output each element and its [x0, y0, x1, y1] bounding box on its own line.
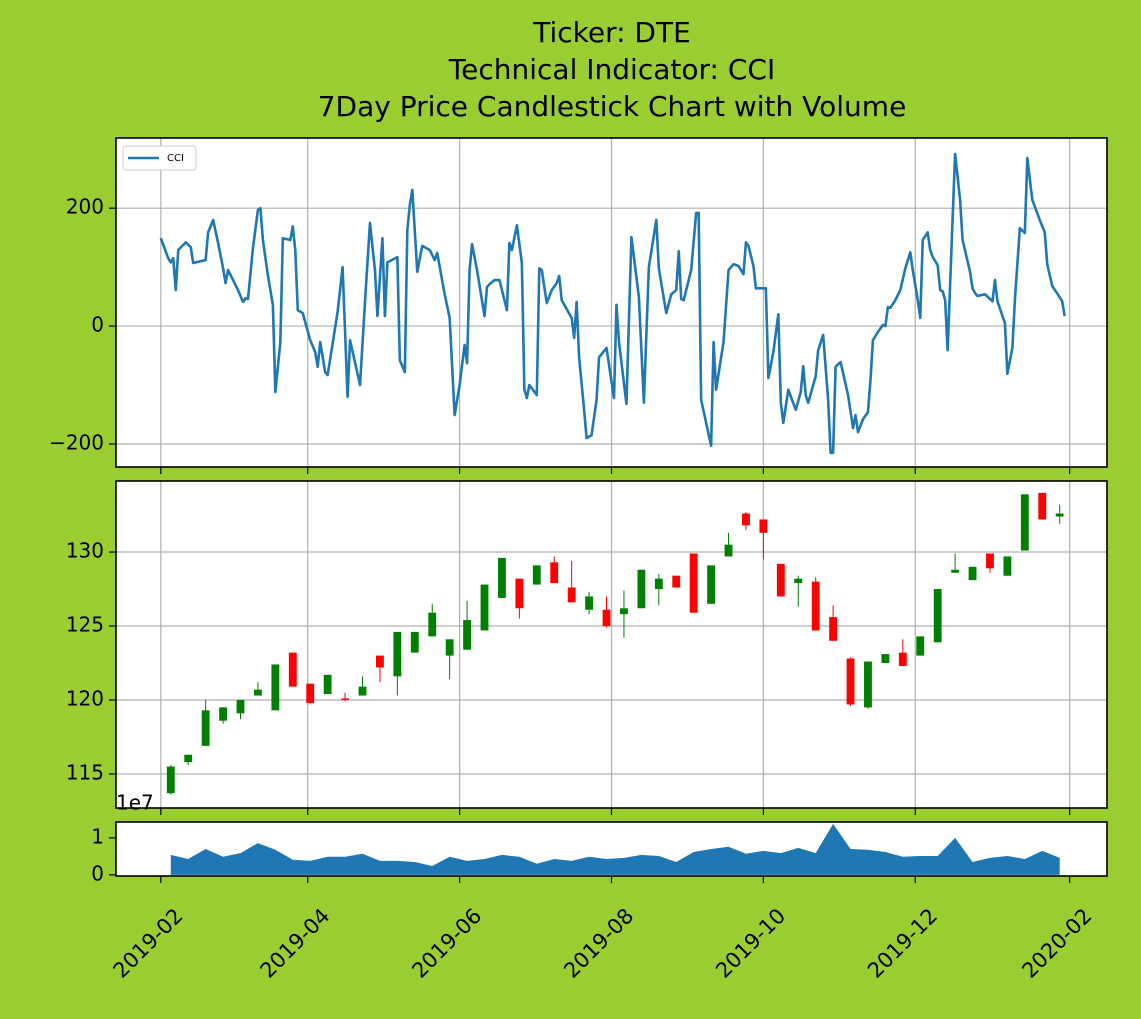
- candle-body: [219, 707, 227, 721]
- candle-body: [376, 655, 384, 668]
- offset-label: 1e7: [116, 791, 154, 815]
- candle-body: [811, 581, 820, 631]
- plot-frame: [115, 821, 1108, 877]
- x-tick-label: 2019-04: [256, 904, 335, 983]
- candle-body: [794, 578, 803, 584]
- y-tick-label: 125: [66, 613, 104, 637]
- x-tick-label: 2019-08: [559, 904, 638, 983]
- candle-body: [445, 639, 454, 656]
- y-tick-label: 115: [66, 760, 104, 784]
- y-tick-label: 0: [91, 313, 104, 337]
- candle-body: [707, 565, 716, 604]
- x-tick-label: 2019-06: [407, 904, 486, 983]
- candle-body: [637, 569, 646, 609]
- candle-body: [602, 609, 611, 627]
- candle-body: [881, 654, 890, 663]
- candle-body: [1038, 492, 1047, 520]
- candle-body: [271, 664, 280, 711]
- candle-body: [1003, 556, 1012, 576]
- candle-body: [428, 612, 437, 637]
- legend-box: [122, 145, 197, 171]
- candle-body: [585, 596, 594, 610]
- candle-body: [951, 569, 960, 573]
- candle-body: [968, 566, 977, 581]
- candle-body: [166, 766, 175, 794]
- candle-body: [323, 674, 332, 695]
- candle-body: [1055, 513, 1064, 517]
- candle-body: [933, 589, 942, 643]
- candle-body: [846, 658, 855, 705]
- plot-frame: [115, 137, 1108, 468]
- candle-body: [829, 617, 838, 641]
- candle-body: [288, 652, 297, 687]
- candle-body: [654, 578, 663, 590]
- candle-body: [463, 620, 472, 650]
- cci-line: [159, 152, 1066, 455]
- candle-body: [898, 652, 907, 666]
- y-tick-label: 1: [91, 824, 104, 848]
- y-tick-label: −200: [49, 431, 104, 455]
- candle-body: [567, 587, 576, 603]
- candle-body: [759, 519, 768, 533]
- candle-body: [742, 513, 750, 526]
- candle-body: [498, 557, 506, 598]
- candle-body: [620, 608, 628, 615]
- plot-frame: [115, 480, 1108, 809]
- candle-body: [776, 563, 785, 597]
- candle-body: [724, 544, 733, 557]
- candle-body: [341, 698, 349, 701]
- x-tick-label: 2019-12: [863, 904, 942, 983]
- legend-label: CCI: [167, 153, 184, 164]
- candle-body: [358, 686, 367, 696]
- candle-body: [689, 553, 698, 613]
- candle-body: [515, 578, 524, 609]
- candle-body: [1020, 494, 1029, 551]
- y-tick-label: 200: [66, 195, 104, 219]
- candle-body: [532, 565, 541, 585]
- candle-body: [393, 631, 402, 677]
- x-tick-label: 2019-02: [109, 904, 188, 983]
- candle-body: [480, 584, 489, 631]
- y-tick-label: 0: [91, 861, 104, 885]
- candle-body: [306, 683, 315, 703]
- candle-body: [254, 689, 262, 696]
- candle-body: [986, 553, 994, 569]
- x-tick-label: 2019-10: [711, 904, 790, 983]
- candle-body: [864, 661, 872, 708]
- candle-body: [550, 562, 559, 584]
- candle-body: [236, 699, 245, 714]
- candle-body: [410, 631, 419, 653]
- y-tick-label: 120: [66, 686, 104, 710]
- candle-body: [916, 636, 925, 656]
- chart-title: Ticker: DTE Technical Indicator: CCI 7Da…: [317, 16, 907, 123]
- x-tick-label: 2020-02: [1017, 904, 1096, 983]
- candle-body: [201, 710, 210, 746]
- y-tick-label: 130: [66, 539, 104, 563]
- candle-body: [184, 754, 193, 763]
- volume-area: [170, 823, 1060, 875]
- candle-body: [672, 575, 681, 588]
